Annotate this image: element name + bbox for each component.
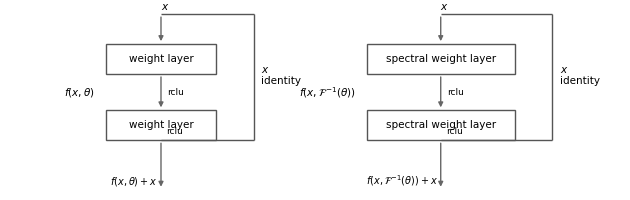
Text: $x$: $x$: [261, 65, 270, 75]
Text: identity: identity: [560, 76, 600, 86]
Bar: [106, 110, 216, 140]
Text: identity: identity: [261, 76, 301, 86]
Text: weight layer: weight layer: [129, 54, 193, 64]
Text: rclu: rclu: [446, 127, 462, 136]
Text: rclu: rclu: [447, 88, 464, 97]
Text: rclu: rclu: [168, 88, 184, 97]
Bar: [106, 44, 216, 74]
Text: weight layer: weight layer: [129, 120, 193, 130]
Text: spectral weight layer: spectral weight layer: [386, 54, 496, 64]
Bar: [367, 110, 515, 140]
Text: rclu: rclu: [166, 127, 183, 136]
Text: $x$: $x$: [161, 2, 169, 12]
Text: $x$: $x$: [560, 65, 568, 75]
Text: $f(x, \mathcal{F}^{-1}(\theta))$: $f(x, \mathcal{F}^{-1}(\theta))$: [299, 85, 355, 100]
Text: $f(x, \theta) + x$: $f(x, \theta) + x$: [110, 175, 158, 188]
Text: $f(x, \mathcal{F}^{-1}(\theta)) + x$: $f(x, \mathcal{F}^{-1}(\theta)) + x$: [365, 173, 438, 188]
Text: $f(x, \theta)$: $f(x, \theta)$: [64, 86, 94, 99]
Bar: [367, 44, 515, 74]
Text: spectral weight layer: spectral weight layer: [386, 120, 496, 130]
Text: $x$: $x$: [440, 2, 449, 12]
